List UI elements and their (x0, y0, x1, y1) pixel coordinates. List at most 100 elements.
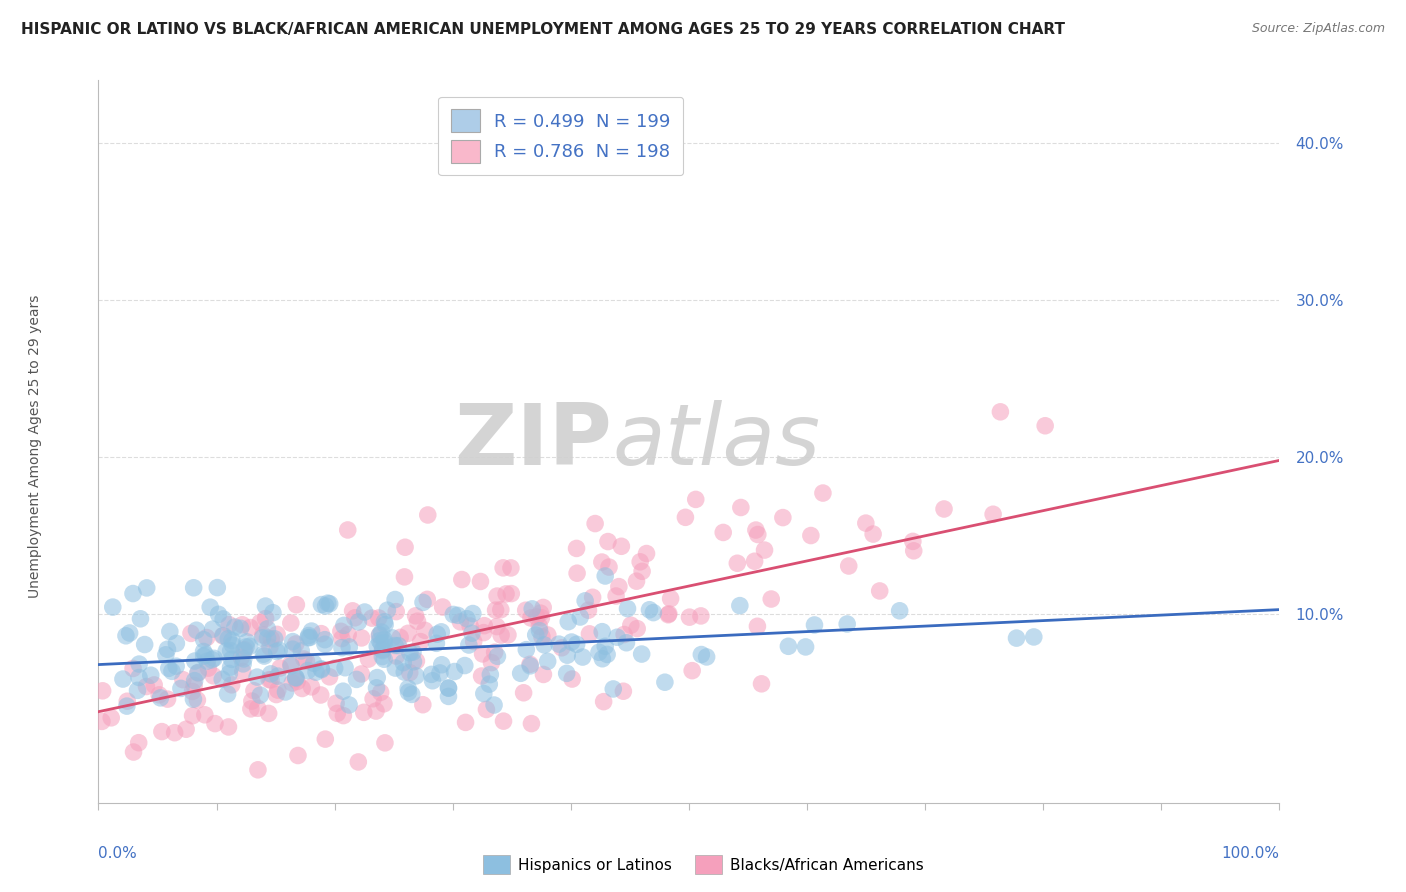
Point (371, 643, 394, 657)
Point (530, 610, 553, 624)
Point (499, 561, 522, 575)
Point (246, 670, 269, 684)
Point (803, 618, 825, 632)
Point (163, 725, 186, 739)
Point (204, 716, 226, 731)
Point (596, 534, 619, 549)
Point (373, 632, 395, 647)
Point (267, 683, 290, 698)
Point (616, 636, 638, 650)
Point (280, 658, 302, 673)
Point (187, 665, 209, 680)
Point (260, 673, 283, 687)
Point (357, 652, 380, 666)
Point (425, 636, 447, 650)
Point (129, 612, 152, 626)
Point (128, 670, 150, 684)
Point (401, 687, 423, 701)
Point (598, 560, 620, 574)
Point (193, 644, 215, 658)
Point (218, 617, 240, 632)
Point (394, 541, 416, 555)
Point (571, 650, 593, 665)
Point (555, 666, 578, 681)
Point (548, 637, 571, 651)
Point (690, 648, 713, 662)
Point (399, 646, 422, 660)
Point (574, 594, 596, 608)
Point (221, 638, 243, 652)
Point (654, 675, 676, 690)
Point (472, 687, 495, 701)
Point (696, 649, 718, 664)
Point (626, 622, 648, 636)
Point (290, 644, 312, 658)
Point (711, 525, 734, 540)
Point (231, 650, 253, 665)
Point (384, 592, 406, 607)
Point (479, 667, 502, 681)
Point (170, 681, 193, 696)
Point (368, 633, 391, 648)
Point (1022, 630, 1045, 644)
Point (281, 676, 304, 690)
Point (221, 633, 243, 648)
Point (315, 599, 337, 613)
Point (309, 626, 332, 640)
Point (869, 583, 891, 598)
Point (754, 543, 776, 558)
Point (569, 610, 592, 624)
Point (387, 639, 409, 653)
Point (337, 698, 360, 712)
Point (366, 640, 388, 654)
Point (143, 678, 166, 692)
Point (484, 645, 506, 659)
Point (184, 654, 207, 668)
Point (396, 681, 419, 696)
Point (457, 638, 479, 652)
Point (257, 706, 280, 721)
Point (217, 632, 239, 646)
Point (246, 763, 269, 777)
Point (394, 570, 416, 584)
Point (256, 631, 278, 645)
Point (426, 627, 449, 641)
Point (262, 606, 284, 620)
Point (529, 624, 551, 638)
Point (837, 617, 859, 632)
Point (211, 629, 233, 643)
Point (301, 624, 323, 638)
Point (259, 640, 281, 654)
Point (232, 657, 254, 671)
Point (689, 608, 711, 623)
Point (794, 640, 817, 654)
Point (555, 648, 578, 663)
Point (447, 608, 470, 623)
Point (416, 592, 439, 607)
Point (486, 589, 509, 603)
Point (218, 666, 240, 681)
Point (501, 586, 523, 600)
Point (122, 661, 145, 675)
Point (583, 516, 606, 531)
Point (631, 564, 654, 578)
Point (800, 528, 823, 542)
Point (159, 624, 181, 639)
Point (515, 642, 537, 657)
Point (346, 673, 368, 687)
Point (197, 661, 219, 675)
Point (422, 673, 444, 688)
Point (630, 647, 652, 661)
Point (135, 680, 157, 694)
Point (309, 662, 332, 676)
Point (221, 652, 243, 666)
Point (233, 642, 256, 657)
Point (135, 581, 157, 595)
Point (269, 643, 291, 657)
Point (450, 573, 472, 587)
Point (281, 634, 304, 648)
Point (581, 591, 603, 605)
Point (522, 602, 544, 616)
Point (111, 672, 134, 686)
Point (291, 681, 314, 696)
